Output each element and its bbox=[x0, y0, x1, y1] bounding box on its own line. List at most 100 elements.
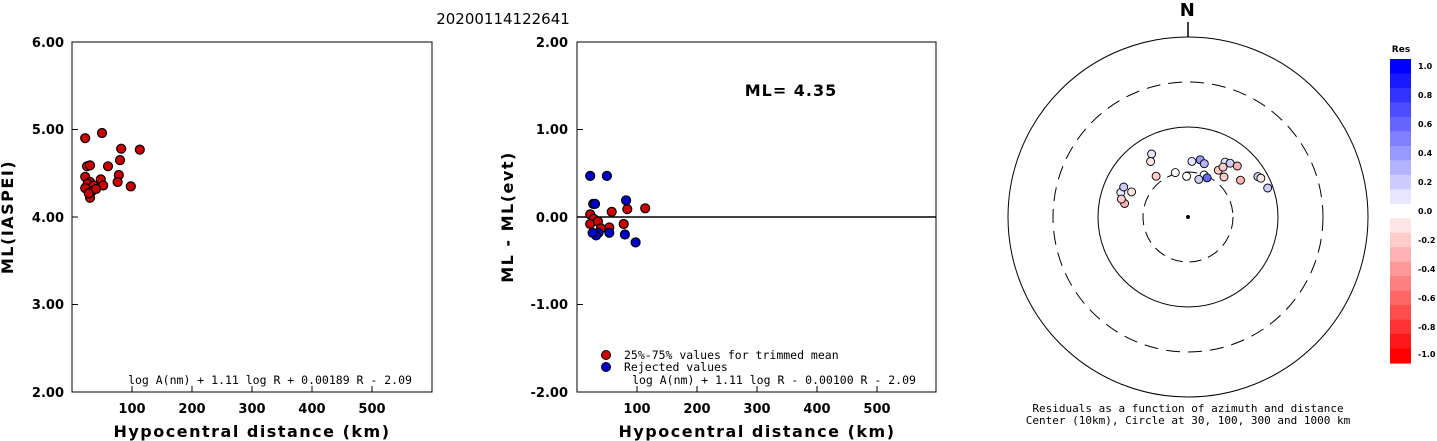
data-point bbox=[114, 155, 126, 166]
ring-1000km bbox=[1007, 36, 1369, 398]
colorbar-swatch bbox=[1390, 290, 1411, 306]
colorbar-title: Res bbox=[1392, 45, 1410, 55]
station-marker bbox=[1199, 159, 1209, 169]
y-axis-label: ML - ML(evt) bbox=[498, 151, 517, 283]
station-marker bbox=[1194, 174, 1204, 184]
station-marker bbox=[1263, 183, 1273, 193]
colorbar-swatch bbox=[1390, 189, 1411, 205]
y-tick-labels: -2.00 -1.00 0.00 1.00 2.00 bbox=[531, 36, 568, 401]
x-tick-label: 500 bbox=[863, 402, 890, 417]
colorbar-swatch bbox=[1390, 232, 1411, 248]
x-tick-label: 100 bbox=[623, 402, 650, 417]
formula-note: log A(nm) + 1.11 log R + 0.00189 R - 2.0… bbox=[128, 373, 412, 387]
rejected-point bbox=[620, 195, 632, 206]
colorbar-label: 0.2 bbox=[1418, 178, 1432, 187]
trimmed-point bbox=[606, 206, 617, 217]
trimmed-point bbox=[618, 218, 629, 230]
x-tick-label: 100 bbox=[118, 402, 145, 417]
station-marker bbox=[1127, 187, 1137, 197]
station-marker bbox=[1119, 182, 1129, 192]
caption-line-1: Residuals as a function of azimuth and d… bbox=[1032, 402, 1343, 415]
x-tick-labels: 100 200 300 400 500 bbox=[118, 402, 385, 417]
rejected-point bbox=[619, 229, 631, 240]
rejected-point bbox=[630, 237, 641, 248]
y-tick-label: 1.00 bbox=[536, 123, 568, 138]
y-tick-label: -2.00 bbox=[531, 386, 568, 401]
colorbar-swatches bbox=[1390, 59, 1411, 364]
figure-title: 20200114122641 bbox=[436, 10, 570, 28]
legend-label-rejected: Rejected values bbox=[624, 360, 728, 374]
data-point bbox=[134, 144, 145, 155]
station-marker bbox=[1170, 168, 1180, 178]
x-tick-label: 500 bbox=[358, 402, 385, 417]
y-tick-label: 2.00 bbox=[536, 36, 568, 51]
colorbar-label: -0.2 bbox=[1418, 236, 1436, 245]
legend-label-trimmed: 25%-75% values for trimmed mean bbox=[624, 348, 839, 362]
legend-marker-rejected bbox=[601, 362, 611, 372]
colorbar-swatch bbox=[1390, 59, 1411, 75]
trimmed-point bbox=[622, 204, 633, 215]
station-marker bbox=[1187, 156, 1197, 166]
colorbar-swatch bbox=[1390, 261, 1411, 277]
x-axis-label: Hypocentral distance (km) bbox=[113, 422, 390, 441]
y-tick-label: 2.00 bbox=[32, 386, 64, 401]
y-tick-label: -1.00 bbox=[531, 298, 568, 313]
colorbar-swatch bbox=[1390, 319, 1411, 335]
station-marker bbox=[1218, 162, 1228, 172]
ring-300km bbox=[1052, 81, 1324, 353]
station-marker bbox=[1182, 171, 1192, 181]
data-point bbox=[96, 127, 108, 139]
data-point bbox=[80, 133, 91, 144]
legend-marker-trimmed bbox=[601, 350, 611, 360]
data-points bbox=[585, 170, 651, 248]
colorbar-swatch bbox=[1390, 276, 1411, 292]
station-marker bbox=[1219, 172, 1229, 182]
colorbar-swatch bbox=[1390, 334, 1411, 350]
colorbar-swatch bbox=[1390, 160, 1411, 176]
data-point bbox=[90, 183, 102, 195]
colorbar-label: 0.8 bbox=[1418, 91, 1433, 100]
x-tick-label: 300 bbox=[743, 402, 770, 417]
x-tick-label: 300 bbox=[238, 402, 265, 417]
colorbar-label: 0.4 bbox=[1418, 149, 1433, 158]
colorbar-label: 1.0 bbox=[1418, 62, 1433, 71]
colorbar-label: -0.6 bbox=[1418, 294, 1436, 303]
data-point bbox=[116, 143, 127, 154]
y-tick-label: 4.00 bbox=[32, 211, 64, 226]
caption-line-2: Center (10km), Circle at 30, 100, 300 an… bbox=[1026, 414, 1351, 427]
colorbar-swatch bbox=[1390, 348, 1411, 364]
trimmed-point bbox=[640, 203, 651, 214]
station-marker bbox=[1202, 173, 1212, 183]
colorbar-labels: 1.0 0.8 0.6 0.4 0.2 0.0 -0.2 -0.4 -0.6 -… bbox=[1418, 62, 1436, 359]
data-points bbox=[80, 127, 145, 203]
formula-note: log A(nm) + 1.11 log R - 0.00100 R - 2.0… bbox=[632, 373, 916, 387]
y-tick-labels: 2.00 3.00 4.00 5.00 6.00 bbox=[32, 36, 64, 401]
colorbar-label: -0.8 bbox=[1418, 323, 1436, 332]
colorbar-swatch bbox=[1390, 73, 1411, 89]
data-point bbox=[84, 160, 96, 171]
station-marker bbox=[1236, 175, 1245, 185]
colorbar-label: 0.0 bbox=[1418, 207, 1433, 216]
rejected-point bbox=[604, 227, 615, 238]
data-point bbox=[102, 161, 114, 172]
x-tick-labels: 100 200 300 400 500 bbox=[623, 402, 890, 417]
x-tick-label: 400 bbox=[803, 402, 830, 417]
ml-value-label: ML= 4.35 bbox=[745, 81, 838, 100]
x-tick-label: 200 bbox=[178, 402, 205, 417]
panel-ml-residual: 100 200 300 400 500 -2.00 -1.00 0.00 1.0… bbox=[498, 36, 937, 441]
station-markers bbox=[1116, 149, 1273, 208]
rejected-point bbox=[587, 227, 598, 238]
data-point bbox=[83, 188, 94, 199]
colorbar-swatch bbox=[1390, 116, 1411, 132]
x-tick-label: 400 bbox=[298, 402, 325, 417]
y-ticks bbox=[72, 129, 78, 305]
y-tick-label: 0.00 bbox=[536, 211, 568, 226]
colorbar-swatch bbox=[1390, 131, 1411, 147]
colorbar-swatch bbox=[1390, 247, 1411, 263]
north-label: N bbox=[1180, 0, 1197, 21]
ring-100km bbox=[1097, 126, 1279, 308]
y-axis-label: ML(IASPEI) bbox=[0, 160, 17, 274]
station-marker bbox=[1232, 161, 1242, 171]
y-tick-label: 5.00 bbox=[32, 123, 64, 138]
